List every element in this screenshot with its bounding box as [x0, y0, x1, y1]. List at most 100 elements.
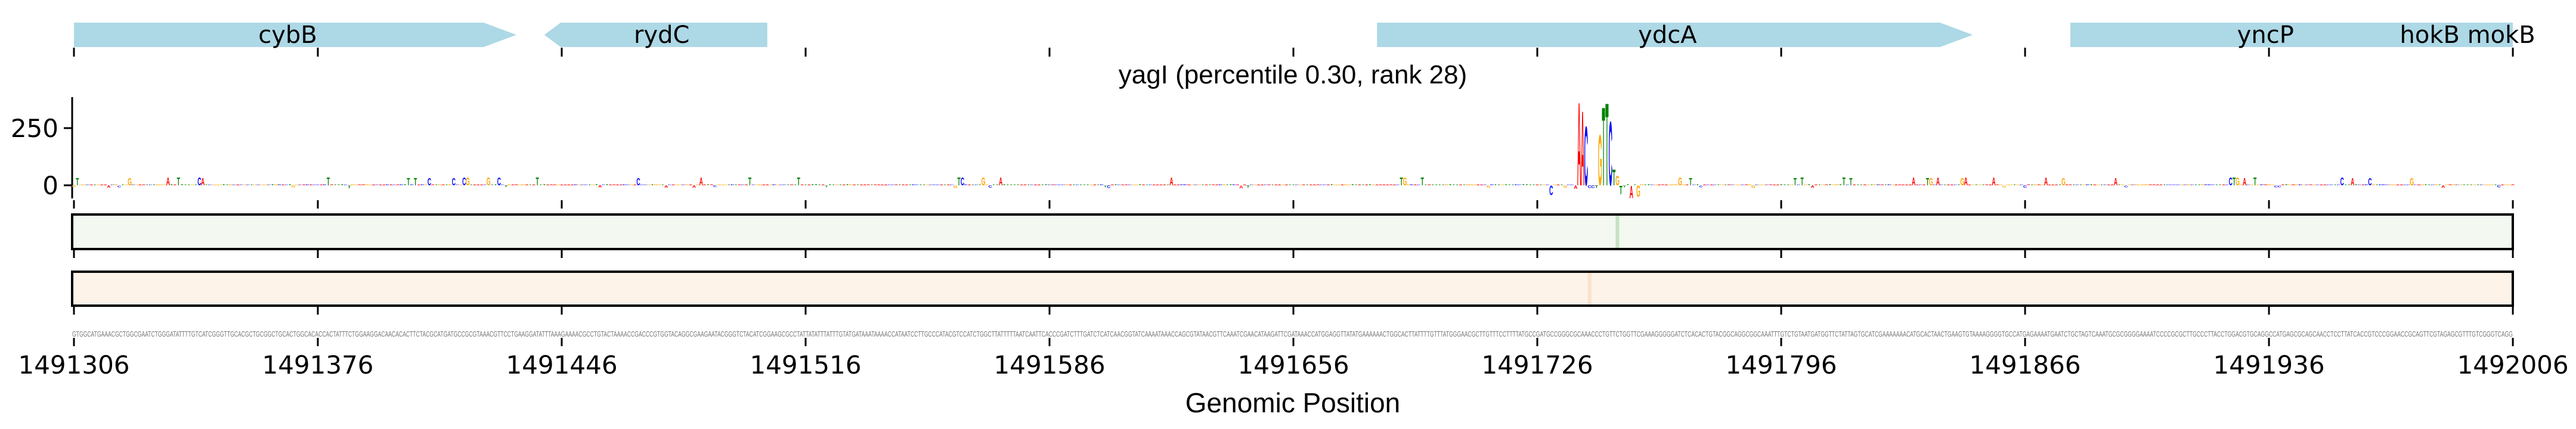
logo-letter-G: G — [1804, 185, 1808, 186]
logo-letter-T: T — [529, 185, 532, 186]
logo-letter-A: A — [1037, 185, 1041, 186]
logo-letter-A: A — [884, 184, 888, 185]
track-2-ticks — [73, 307, 2514, 315]
logo-letter-G: G — [1831, 185, 1835, 186]
logo-letter-T: T — [2354, 184, 2357, 185]
logo-letter-A: A — [1863, 185, 1867, 186]
gene-track-ticks — [73, 48, 2514, 57]
logo-letter-T: T — [1856, 185, 1860, 186]
logo-letter-A: A — [2093, 185, 2097, 186]
logo-letter-G: G — [2451, 184, 2456, 186]
logo-letter-C: C — [574, 184, 578, 186]
logo-letter-G: G — [1671, 184, 1676, 186]
logo-letter-T: T — [661, 184, 664, 185]
logo-letter-G: G — [1253, 185, 1257, 186]
logo-letter-A: A — [1173, 185, 1177, 186]
logo-letter-A: A — [2320, 184, 2324, 185]
logo-letter-T: T — [828, 184, 831, 186]
logo-letter-C: C — [1609, 103, 1612, 206]
logo-letter-G: G — [2490, 185, 2494, 186]
logo-letter-A: A — [762, 185, 766, 186]
logo-letter-C: C — [2166, 185, 2170, 186]
logo-letter-A: A — [1744, 184, 1748, 185]
logo-letter-T: T — [1045, 184, 1048, 186]
logo-letter-G: G — [351, 184, 355, 186]
logo-letter-C: C — [2379, 184, 2383, 186]
logo-letter-A: A — [389, 185, 394, 186]
logo-letter-T: T — [1086, 185, 1090, 186]
logo-letter-A: A — [2044, 176, 2048, 188]
logo-letter-A: A — [236, 185, 240, 186]
logo-letter-C: C — [1396, 185, 1400, 186]
logo-letter-T: T — [2376, 185, 2379, 186]
logo-letter-C: C — [584, 185, 589, 186]
logo-letter-T: T — [1027, 185, 1030, 186]
logo-letter-T: T — [535, 176, 538, 188]
logo-letter-C: C — [640, 185, 644, 186]
logo-letter-T: T — [2194, 185, 2198, 186]
logo-letter-A: A — [532, 185, 536, 186]
logo-letter-A: A — [396, 184, 400, 186]
logo-letter-T: T — [1605, 79, 1608, 211]
logo-letter-T: T — [2344, 185, 2348, 186]
logo-letter-T: T — [1368, 184, 1371, 186]
logo-letter-T: T — [1041, 185, 1045, 186]
logo-letter-A: A — [1023, 185, 1027, 186]
logo-letter-T: T — [1647, 184, 1650, 186]
logo-letter-G: G — [2271, 185, 2275, 186]
logo-letter-C: C — [1218, 184, 1222, 186]
logo-letter-A: A — [1093, 185, 1097, 186]
logo-letter-G: G — [2487, 184, 2491, 185]
logo-letter-G: G — [295, 185, 299, 186]
logo-letter-G: G — [925, 184, 930, 185]
logo-letter-G: G — [2483, 184, 2487, 185]
logo-letter-G: G — [1835, 184, 1839, 186]
logo-letter-G: G — [657, 185, 661, 186]
logo-letter-T: T — [205, 185, 208, 186]
dna-sequence: GTGGCATGAAACGCTGGCGAATCTGGGATATTTTGTCATC… — [72, 329, 2513, 338]
logo-letter-G: G — [2187, 184, 2191, 186]
logo-letter-T: T — [2424, 184, 2427, 186]
logo-letter-G: G — [591, 185, 595, 186]
logo-letter-A: A — [905, 185, 909, 186]
logo-letter-C: C — [2023, 185, 2027, 189]
logo-letter-G: G — [128, 176, 132, 188]
logo-letter-A: A — [2051, 185, 2055, 186]
logo-letter-T: T — [1330, 184, 1333, 186]
logo-letter-C: C — [1755, 185, 1759, 186]
logo-letter-A: A — [473, 185, 477, 186]
logo-letter-G: G — [292, 185, 296, 188]
logo-letter-G: G — [507, 184, 512, 186]
logo-letter-G: G — [685, 184, 689, 186]
logo-letter-C: C — [2455, 185, 2459, 186]
logo-letter-T: T — [153, 185, 156, 186]
logo-letter-A: A — [570, 185, 574, 186]
logo-letter-A: A — [2110, 185, 2114, 186]
logo-letter-C: C — [887, 184, 891, 185]
logo-letter-T: T — [1006, 184, 1010, 185]
logo-letter-T: T — [1957, 185, 1961, 186]
track-1 — [71, 213, 2514, 250]
logo-letter-C: C — [2431, 184, 2435, 185]
logo-letter-G: G — [82, 185, 86, 186]
logo-letter-G: G — [2302, 185, 2306, 186]
logo-letter-T: T — [1201, 185, 1205, 186]
logo-letter-G: G — [1337, 185, 1341, 186]
logo-letter-A: A — [619, 185, 623, 186]
logo-letter-G: G — [2016, 185, 2020, 186]
logo-letter-G: G — [1674, 184, 1679, 185]
logo-letter-C: C — [1117, 185, 1122, 186]
logo-letter-C: C — [1846, 185, 1850, 186]
logo-letter-T: T — [943, 185, 947, 186]
logo-letter-A: A — [1769, 184, 1773, 185]
logo-letter-G: G — [1347, 185, 1351, 186]
logo-letter-A: A — [2448, 184, 2453, 186]
logo-letter-G: G — [953, 185, 958, 189]
logo-letter-C: C — [933, 185, 937, 186]
logo-letter-G: G — [2096, 185, 2100, 186]
x-axis-ticks: 1491306 1491376 1491446 1491516 1491586 14916… — [18, 338, 2569, 380]
logo-letter-C: C — [891, 185, 895, 186]
logo-letter-T: T — [787, 185, 790, 186]
logo-letter-A: A — [2069, 184, 2073, 185]
logo-letter-C: C — [483, 184, 487, 185]
